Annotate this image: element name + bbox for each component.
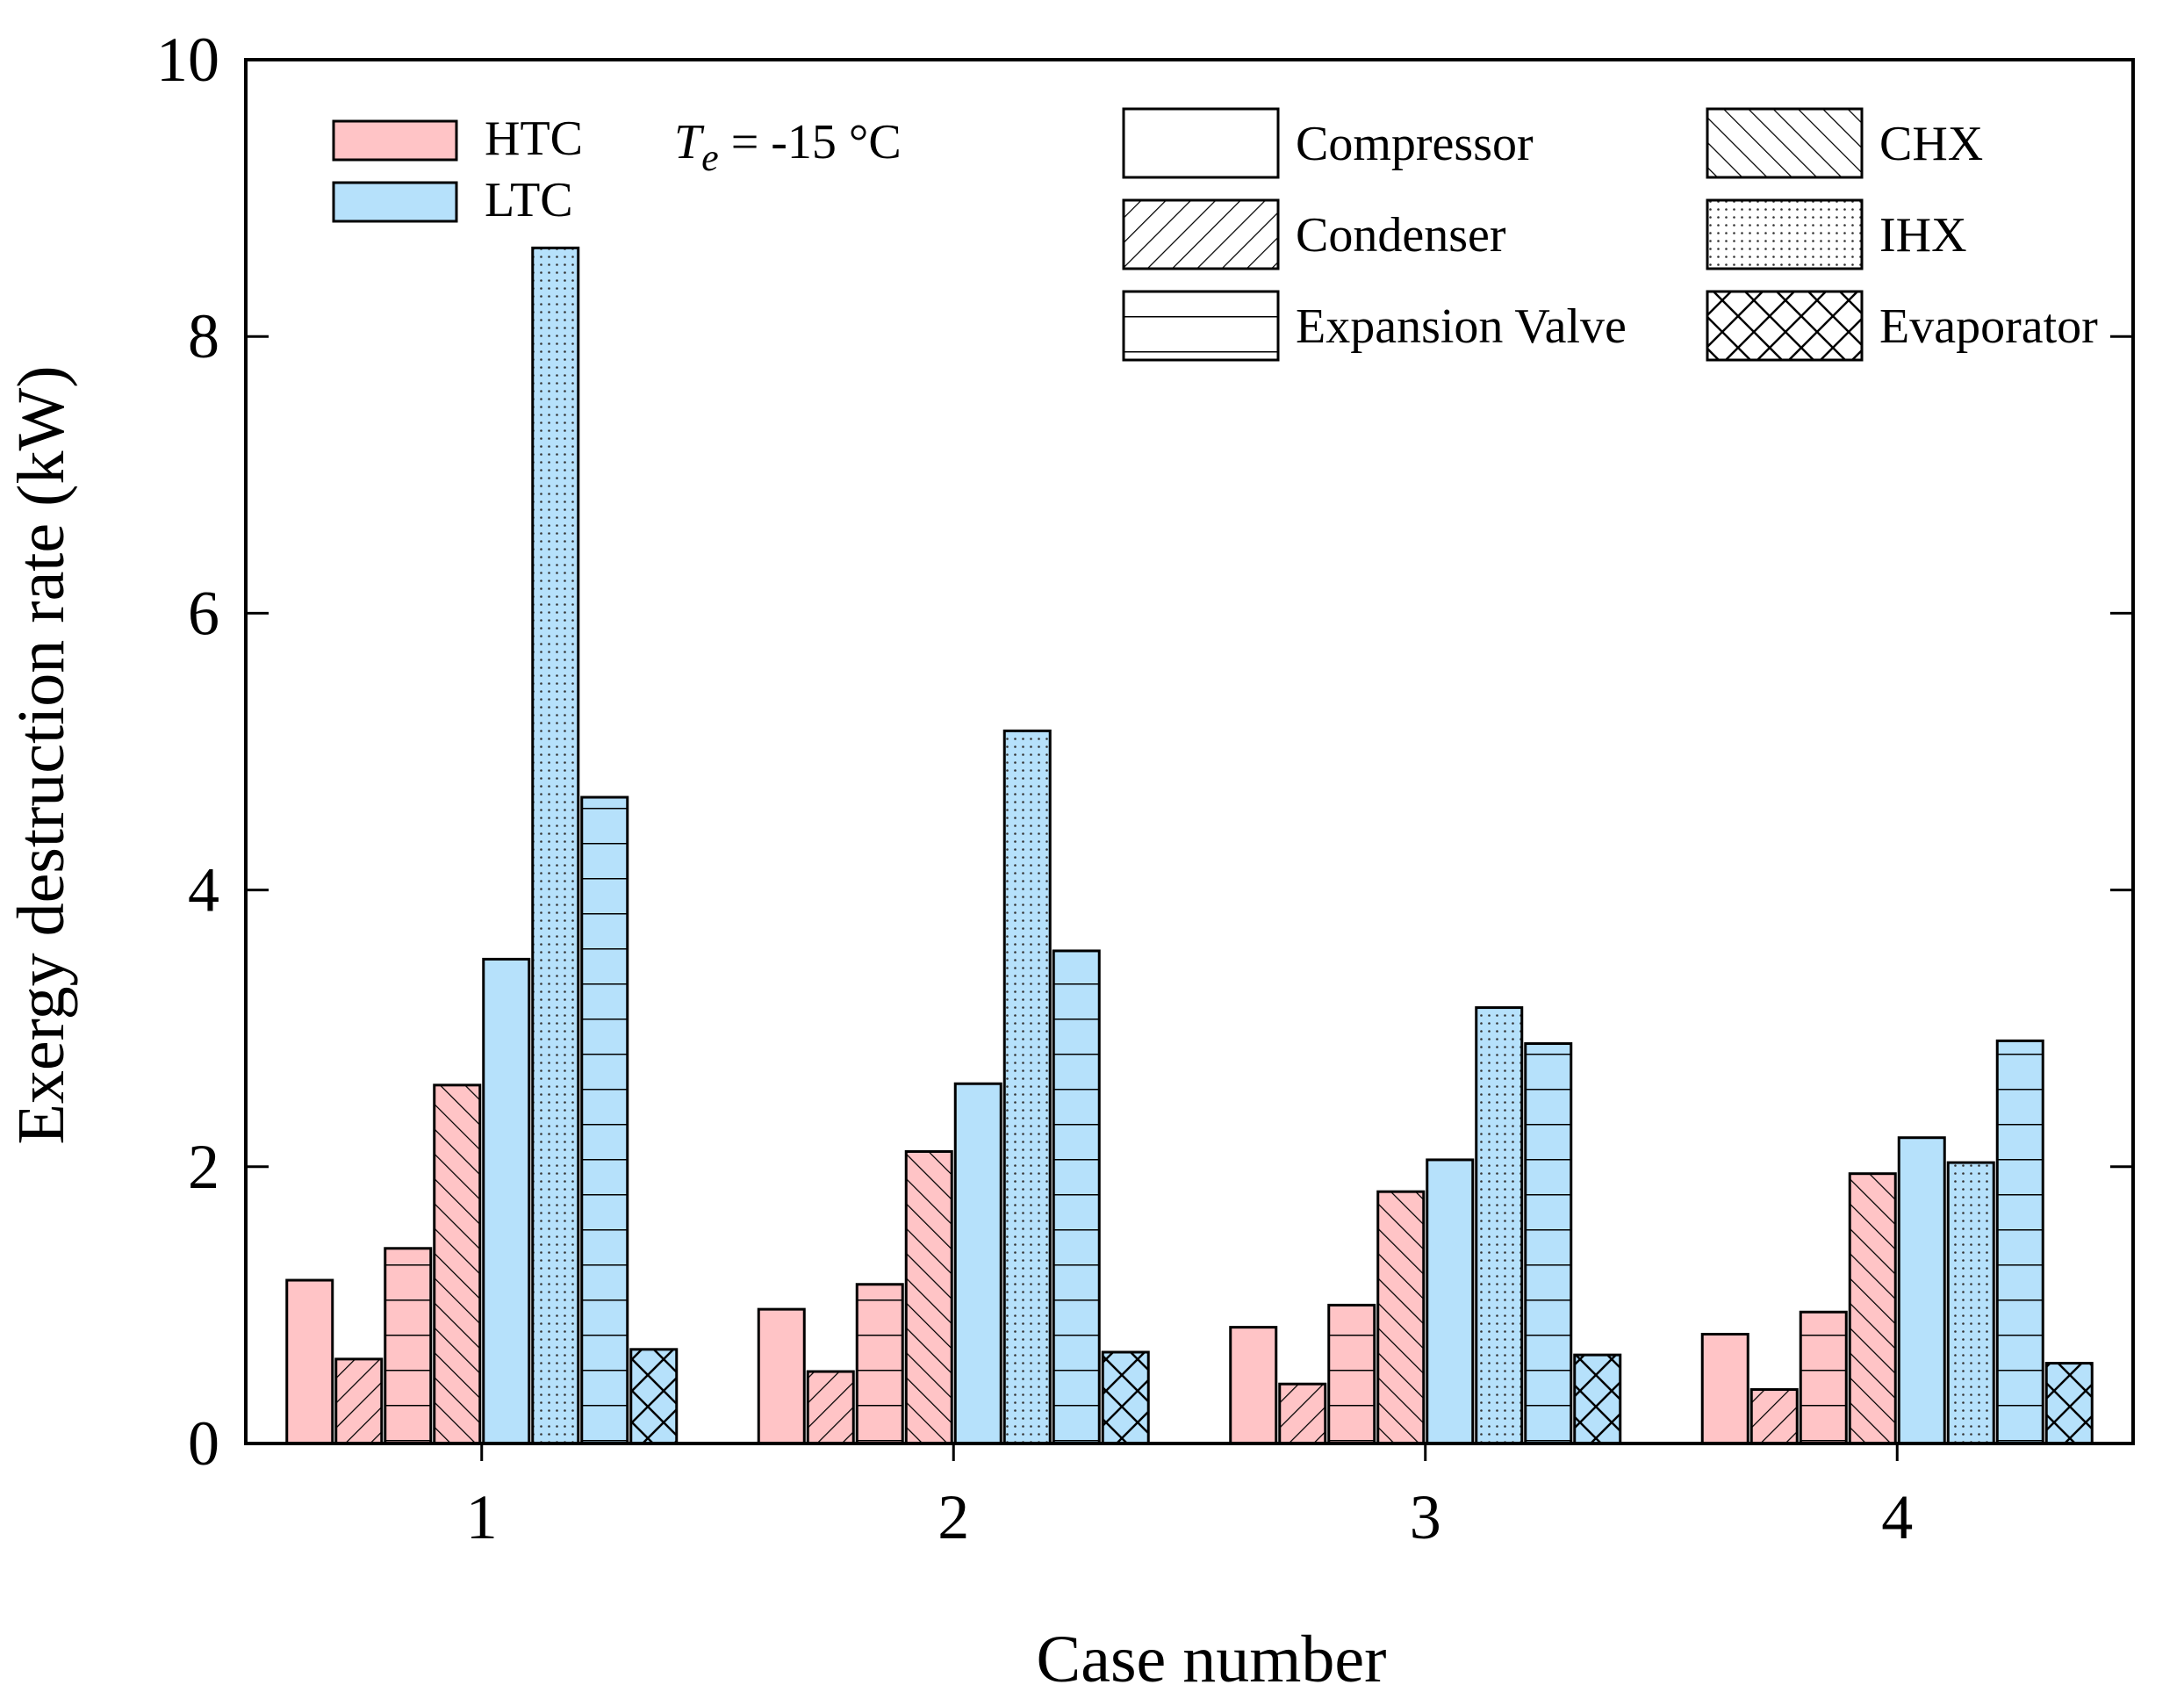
- bar-case-2-chx: [904, 1149, 953, 1445]
- bar-case-4-chx: [1848, 1172, 1897, 1445]
- y-tick-label: 6: [188, 578, 219, 648]
- legend-swatch-htc: [332, 119, 458, 162]
- x-tick-label: 3: [1410, 1482, 1441, 1552]
- bar-case-4-htc-expansion-valve: [1799, 1310, 1848, 1445]
- bar-case-4-htc-condenser: [1749, 1388, 1799, 1445]
- x-axis-title: Case number: [1037, 1623, 1387, 1696]
- y-tick-label: 10: [156, 25, 219, 95]
- bar-case-1-htc-condenser: [334, 1357, 384, 1445]
- bar-case-4-ltc-compressor: [1897, 1136, 1946, 1445]
- bar-case-3-htc-compressor: [1229, 1326, 1278, 1445]
- bar-case-1-evaporator: [629, 1348, 679, 1445]
- legend-label-ihx: IHX: [1879, 208, 1967, 263]
- bar-case-3-ihx: [1475, 1006, 1524, 1445]
- bar-case-1-htc-expansion-valve: [384, 1247, 433, 1445]
- bar-case-4-evaporator: [2044, 1362, 2094, 1445]
- legend-swatch-expansion-valve: [1122, 290, 1280, 362]
- bar-case-1-ltc-compressor: [482, 957, 531, 1445]
- y-tick-label: 2: [188, 1132, 219, 1202]
- bar-case-1-ltc-expansion-valve: [580, 796, 629, 1445]
- legend-swatch-chx: [1706, 107, 1864, 179]
- bar-case-4-ltc-expansion-valve: [1995, 1039, 2044, 1445]
- legend-label-htc: HTC: [485, 112, 583, 166]
- legend-label-evaporator: Evaporator: [1879, 299, 2098, 354]
- bar-case-3-ltc-compressor: [1426, 1158, 1475, 1445]
- bar-case-3-ltc-expansion-valve: [1524, 1042, 1573, 1445]
- legend-swatch-ltc: [332, 181, 458, 223]
- y-tick-label: 4: [188, 855, 219, 925]
- legend-swatch-compressor: [1122, 107, 1280, 179]
- legend-swatch-evaporator: [1706, 290, 1864, 362]
- bar-case-3-htc-condenser: [1278, 1382, 1327, 1445]
- bar-case-3-htc-expansion-valve: [1327, 1303, 1376, 1445]
- bar-case-2-ihx: [1002, 729, 1052, 1445]
- x-tick-label: 1: [466, 1482, 498, 1552]
- bar-case-2-evaporator: [1101, 1350, 1150, 1445]
- legend-swatch-condenser: [1122, 198, 1280, 270]
- y-tick-label: 8: [188, 301, 219, 371]
- bar-case-4-ihx: [1946, 1161, 1995, 1445]
- y-tick-label: 0: [188, 1408, 219, 1479]
- bar-case-2-htc-expansion-valve: [855, 1283, 904, 1445]
- x-tick-label: 4: [1881, 1482, 1913, 1552]
- bar-case-2-ltc-expansion-valve: [1052, 949, 1101, 1445]
- legend-label-expansion-valve: Expansion Valve: [1296, 299, 1627, 354]
- plot-frame: [244, 58, 2135, 1445]
- temperature-annotation: Te = -15 °C: [674, 115, 902, 179]
- bar-case-2-htc-compressor: [757, 1307, 806, 1445]
- bar-case-1-htc-compressor: [285, 1278, 334, 1445]
- bar-case-2-htc-condenser: [806, 1370, 855, 1445]
- bar-case-2-ltc-compressor: [953, 1082, 1002, 1445]
- legend-label-ltc: LTC: [485, 173, 573, 227]
- bar-case-1-chx: [433, 1083, 482, 1445]
- bar-case-3-chx: [1376, 1190, 1426, 1445]
- legend-swatch-ihx: [1706, 198, 1864, 270]
- bar-case-1-ihx: [531, 246, 580, 1445]
- legend-label-condenser: Condenser: [1296, 208, 1506, 263]
- legend-label-compressor: Compressor: [1296, 117, 1534, 171]
- bar-case-4-htc-compressor: [1700, 1332, 1749, 1445]
- legend-label-chx: CHX: [1879, 117, 1983, 171]
- x-tick-label: 2: [938, 1482, 969, 1552]
- bar-case-3-evaporator: [1573, 1353, 1622, 1445]
- y-axis-title: Exergy destruction rate (kW): [4, 365, 78, 1144]
